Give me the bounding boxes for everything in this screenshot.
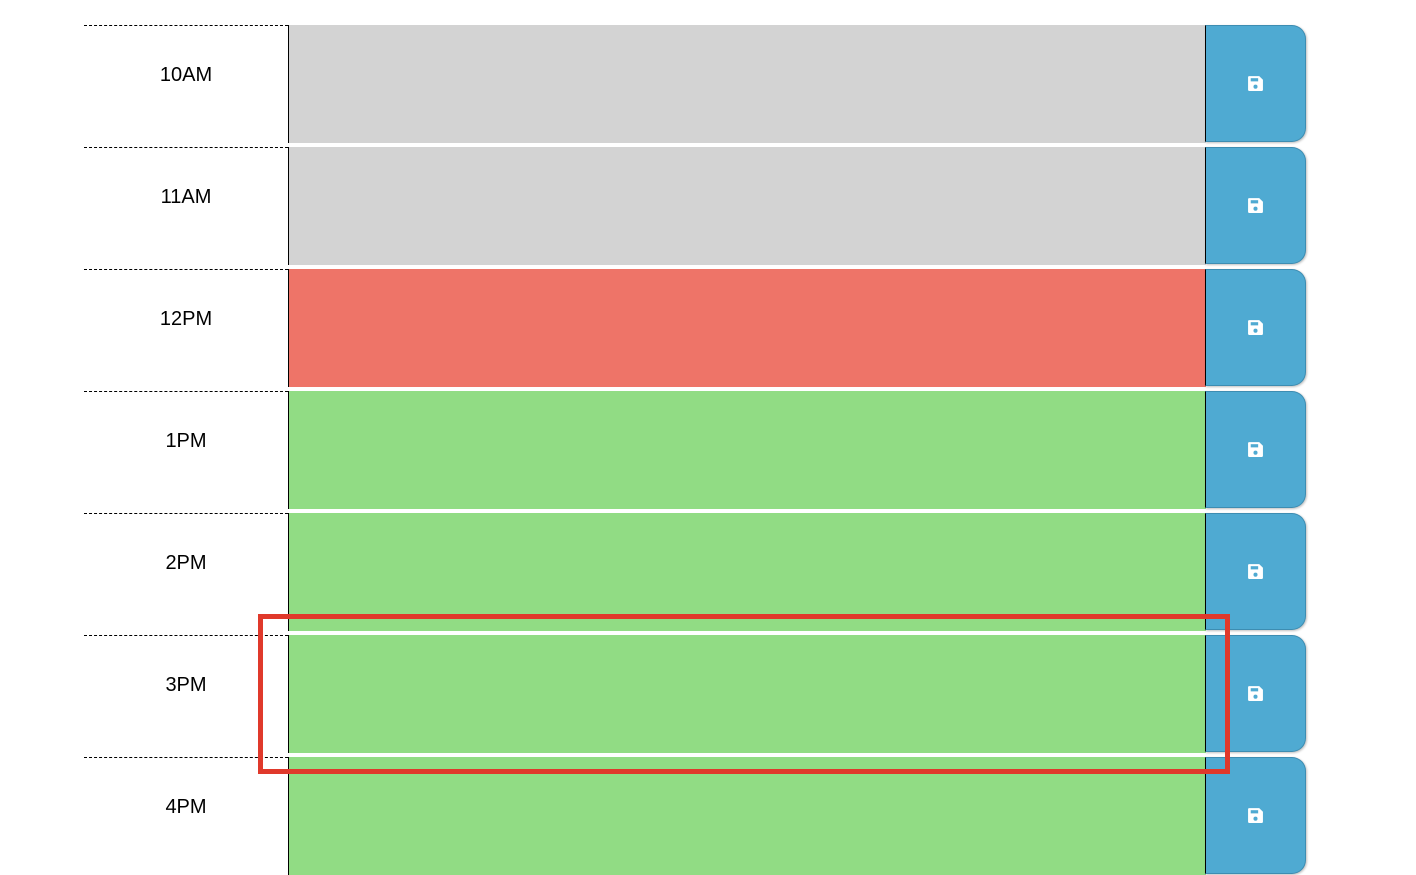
hour-label: 12PM xyxy=(84,269,288,387)
save-button-1pm[interactable] xyxy=(1205,391,1306,508)
floppy-disk-icon xyxy=(1248,320,1263,335)
event-input-12pm[interactable] xyxy=(288,269,1206,387)
save-button-3pm[interactable] xyxy=(1205,635,1306,752)
time-block-12pm: 12PM xyxy=(84,269,1306,387)
time-block-11am: 11AM xyxy=(84,147,1306,265)
save-button-4pm[interactable] xyxy=(1205,757,1306,874)
floppy-disk-icon xyxy=(1248,808,1263,823)
time-block-4pm: 4PM xyxy=(84,757,1306,875)
floppy-disk-icon xyxy=(1248,686,1263,701)
hour-label: 11AM xyxy=(84,147,288,265)
hour-label: 3PM xyxy=(84,635,288,753)
hour-label: 1PM xyxy=(84,391,288,509)
time-block-2pm: 2PM xyxy=(84,513,1306,631)
event-input-1pm[interactable] xyxy=(288,391,1206,509)
hour-label: 2PM xyxy=(84,513,288,631)
time-block-1pm: 1PM xyxy=(84,391,1306,509)
event-input-2pm[interactable] xyxy=(288,513,1206,631)
event-input-3pm[interactable] xyxy=(288,635,1206,753)
save-button-2pm[interactable] xyxy=(1205,513,1306,630)
time-block-3pm: 3PM xyxy=(84,635,1306,753)
event-input-11am[interactable] xyxy=(288,147,1206,265)
day-scheduler: 10AM 11AM 12PM xyxy=(84,25,1306,875)
floppy-disk-icon xyxy=(1248,564,1263,579)
floppy-disk-icon xyxy=(1248,76,1263,91)
save-button-10am[interactable] xyxy=(1205,25,1306,142)
save-button-12pm[interactable] xyxy=(1205,269,1306,386)
event-input-4pm[interactable] xyxy=(288,757,1206,875)
save-button-11am[interactable] xyxy=(1205,147,1306,264)
hour-label: 10AM xyxy=(84,25,288,143)
floppy-disk-icon xyxy=(1248,198,1263,213)
floppy-disk-icon xyxy=(1248,442,1263,457)
event-input-10am[interactable] xyxy=(288,25,1206,143)
hour-label: 4PM xyxy=(84,757,288,875)
time-block-10am: 10AM xyxy=(84,25,1306,143)
